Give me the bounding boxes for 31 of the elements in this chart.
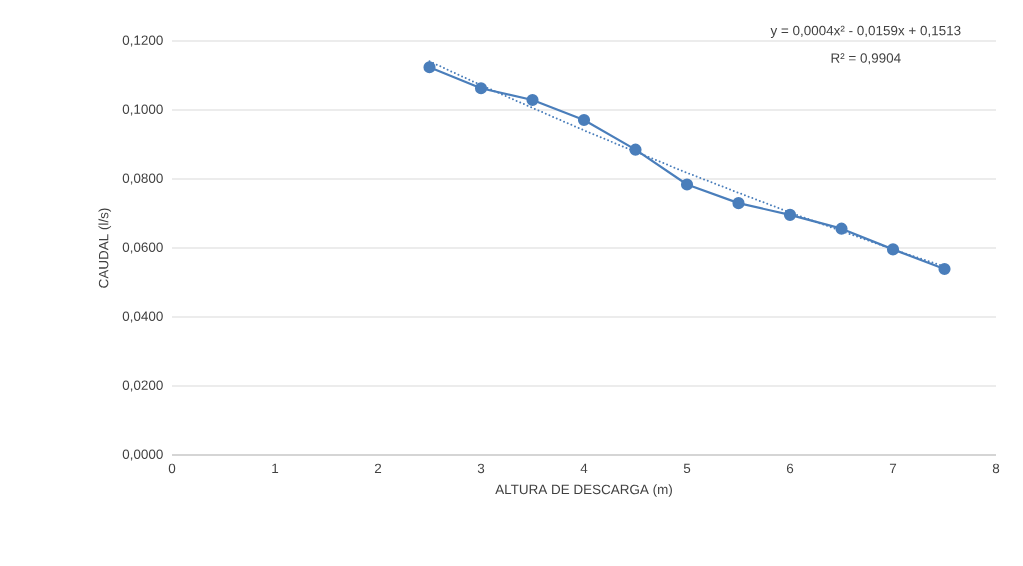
- x-tick-label: 4: [580, 463, 588, 473]
- x-tick-label: 1: [272, 463, 279, 473]
- point: [680, 178, 694, 191]
- point: [474, 82, 488, 95]
- x-tick-label: 2: [374, 463, 382, 474]
- y-tick-label: 0,0000: [122, 449, 163, 461]
- x-axis-title: ALTURA DE DESCARGA (m): [495, 484, 672, 497]
- point: [423, 61, 436, 74]
- y-tick-label: 0,0800: [122, 173, 163, 185]
- y-tick-label: 0,1200: [122, 35, 163, 47]
- point: [886, 243, 900, 256]
- x-tick-label: 3: [477, 463, 485, 474]
- x-tick-label: 6: [786, 463, 794, 474]
- point: [783, 208, 797, 221]
- annotation: R² = 0,9904: [831, 53, 901, 65]
- y-axis-title: CAUDAL (l/s): [98, 208, 112, 288]
- x-tick-label: 7: [889, 463, 897, 473]
- y-tick-label: 0,0200: [122, 380, 163, 392]
- point: [732, 197, 745, 210]
- point: [629, 143, 642, 156]
- point: [835, 222, 848, 235]
- point: [938, 262, 951, 276]
- y-tick-label: 0,0600: [122, 242, 163, 254]
- y-tick-label: 0,0400: [122, 311, 163, 323]
- point: [526, 93, 539, 107]
- x-tick-label: 0: [168, 463, 176, 474]
- x-tick-label: 5: [683, 463, 691, 474]
- y-tick-label: 0,1000: [122, 104, 163, 116]
- text: y = 0,0004x² - 0,0159x + 0,1513: [770, 25, 961, 38]
- point: [577, 113, 591, 127]
- x-tick-label: 8: [992, 463, 1000, 474]
